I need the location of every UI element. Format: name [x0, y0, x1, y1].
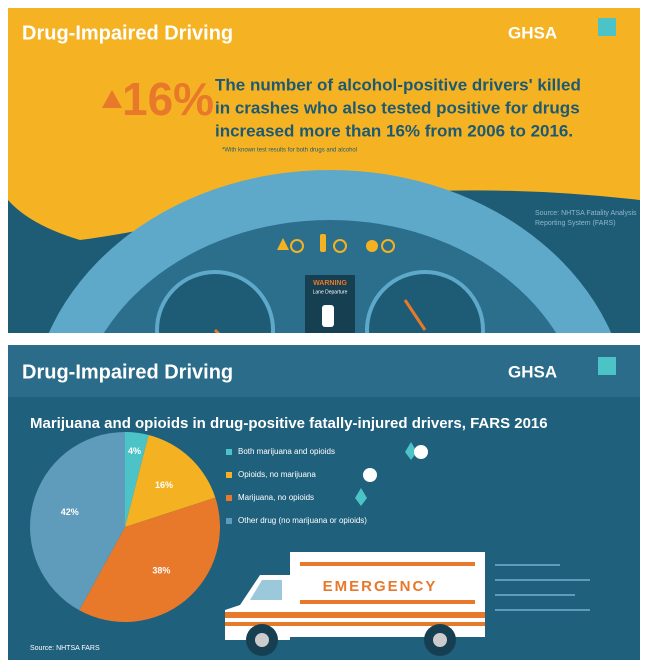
stat-text: increased more than 16% from 2006 to 201… [215, 121, 573, 140]
stat-text: in crashes who also tested positive for … [215, 98, 580, 117]
legend-label: Marijuana, no opioids [238, 493, 314, 502]
stat-text: The number of alcohol-positive drivers' … [215, 75, 581, 94]
logo-icon [598, 357, 616, 375]
chart-title: Marijuana and opioids in drug-positive f… [30, 415, 548, 432]
slice-label: 4% [128, 446, 141, 456]
logo: GHSA [508, 23, 557, 42]
source: Source: NHTSA FARS [30, 645, 100, 652]
ambulance-label: EMERGENCY [323, 578, 438, 595]
slice-label: 16% [155, 480, 173, 490]
footnote: *With known test results for both drugs … [222, 148, 357, 154]
warning: WARNING [313, 280, 347, 287]
legend-swatch [226, 472, 232, 478]
title: Drug-Impaired Driving [22, 361, 233, 383]
legend-swatch [226, 449, 232, 455]
legend-swatch [226, 518, 232, 524]
slice-label: 42% [61, 507, 79, 517]
source: Source: NHTSA Fatality Analysis [535, 210, 637, 217]
title: Drug-Impaired Driving [22, 22, 233, 44]
logo: GHSA [508, 362, 557, 381]
warning-sub: Lane Departure [313, 289, 348, 295]
legend-swatch [226, 495, 232, 501]
stat: 16% [122, 73, 214, 125]
logo-icon [598, 18, 616, 36]
slice-label: 38% [152, 565, 170, 575]
page: WARNING Lane Departure Drug-Impaired Dri… [0, 0, 647, 665]
legend-label: Both marijuana and opioids [238, 447, 335, 456]
car-icon [322, 305, 334, 327]
source: Reporting System (FARS) [535, 220, 616, 227]
legend-label: Opioids, no marijuana [238, 470, 316, 479]
legend-label: Other drug (no marijuana or opioids) [238, 516, 367, 525]
